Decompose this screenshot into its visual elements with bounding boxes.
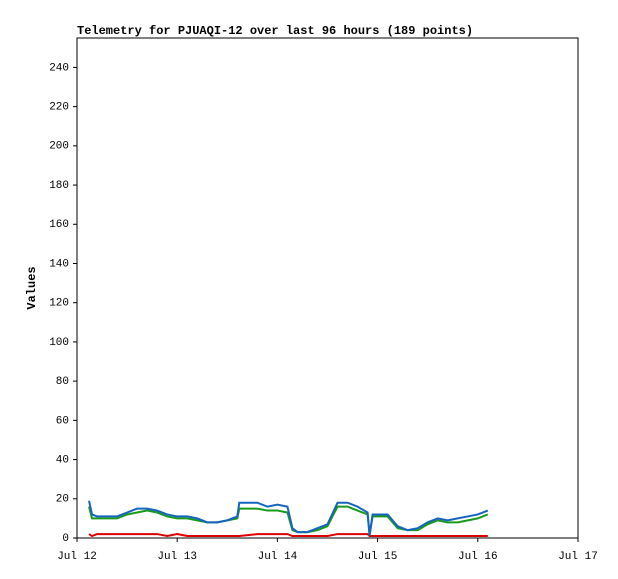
plot-frame [76, 37, 579, 539]
y-tick-label: 100 [49, 337, 69, 349]
chart-title: Telemetry for PJUAQI-12 over last 96 hou… [77, 24, 473, 38]
x-tick-label: Jul 15 [358, 551, 398, 563]
x-tick-label: Jul 17 [558, 551, 598, 563]
y-axis-label: Values [25, 266, 39, 309]
y-tick-label: 40 [56, 454, 69, 466]
x-tick-label: Jul 13 [157, 551, 197, 563]
y-tick-label: 140 [49, 258, 69, 270]
x-tick-label: Jul 12 [57, 551, 97, 563]
y-tick-label: 0 [62, 533, 69, 545]
y-tick-label: 240 [49, 62, 69, 74]
y-tick-label: 80 [56, 376, 69, 388]
x-tick-label: Jul 16 [458, 551, 498, 563]
y-tick-label: 180 [49, 180, 69, 192]
series-line [88, 533, 488, 538]
y-tick-label: 200 [49, 141, 69, 153]
x-tick-label: Jul 14 [258, 551, 298, 563]
y-tick-label: 160 [49, 219, 69, 231]
y-tick-label: 220 [49, 102, 69, 114]
series-line [88, 500, 489, 537]
y-tick-label: 60 [56, 415, 69, 427]
y-tick-label: 20 [56, 494, 69, 506]
y-tick-label: 120 [49, 298, 69, 310]
